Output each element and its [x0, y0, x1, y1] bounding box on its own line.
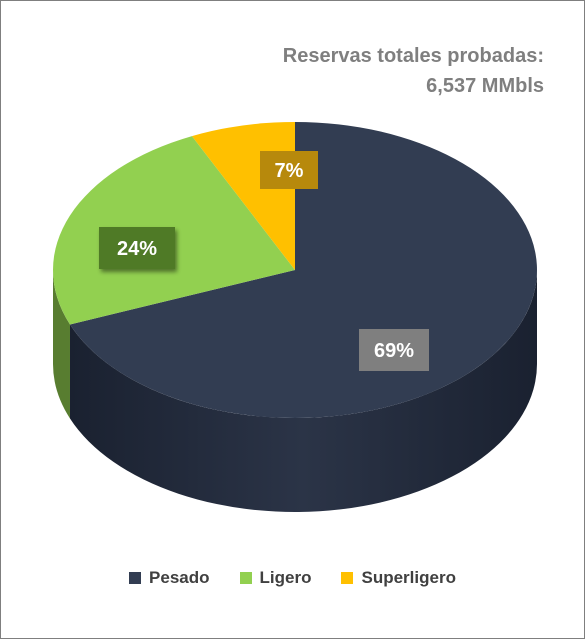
data-label-box — [99, 227, 175, 269]
legend-label: Pesado — [149, 568, 210, 587]
legend-swatch — [239, 572, 252, 584]
legend: Pesado Ligero Superligero — [0, 568, 585, 588]
chart-title: Reservas totales probadas: — [282, 45, 544, 67]
chart-subtitle: 6,537 MMbls — [426, 75, 544, 97]
label-layer: 69% 24% 7% — [99, 151, 429, 371]
data-label-box — [359, 329, 429, 371]
pie-side-pesado — [69, 270, 538, 512]
legend-item-ligero: Ligero — [239, 568, 312, 588]
data-label-superligero: 7% — [260, 151, 318, 189]
data-label-text: 7% — [275, 160, 304, 182]
data-label-ligero: 24% — [99, 227, 175, 269]
data-label-box — [260, 151, 318, 189]
data-label-text: 24% — [117, 238, 157, 260]
legend-label: Ligero — [259, 568, 312, 587]
data-label-pesado: 69% — [359, 329, 429, 371]
legend-swatch — [341, 572, 354, 584]
chart-title-block: Reservas totales probadas: 6,537 MMbls — [283, 41, 544, 101]
data-label-text: 69% — [374, 340, 414, 362]
legend-item-superligero: Superligero — [341, 568, 456, 588]
pie-side-ligero — [53, 270, 70, 419]
legend-swatch — [129, 572, 142, 584]
legend-label: Superligero — [361, 568, 456, 587]
legend-item-pesado: Pesado — [129, 568, 210, 588]
